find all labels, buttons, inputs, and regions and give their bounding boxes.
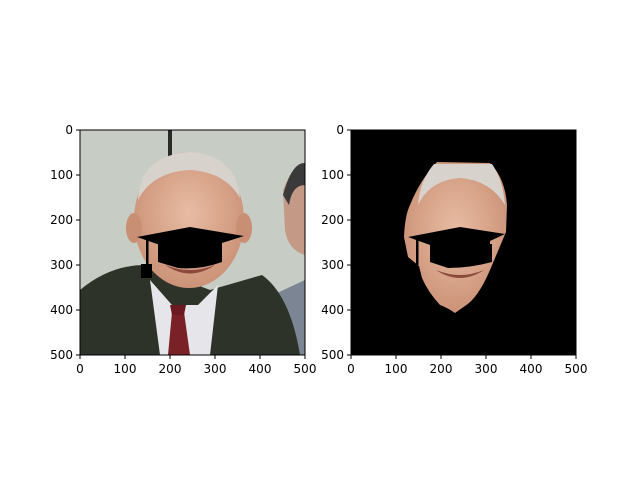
segmented-tassel bbox=[416, 237, 419, 265]
right-x-tick-label: 300 bbox=[475, 362, 498, 376]
left-y-tick-label: 400 bbox=[50, 303, 73, 317]
right-y-tick-label: 300 bbox=[321, 258, 344, 272]
left-x-tick-label: 0 bbox=[76, 362, 84, 376]
right-x-tick-label: 500 bbox=[565, 362, 588, 376]
left-x-tick-label: 300 bbox=[204, 362, 227, 376]
left-ear bbox=[126, 213, 142, 243]
right-y-tick-label: 400 bbox=[321, 303, 344, 317]
left-y-tick-label: 0 bbox=[65, 123, 73, 137]
tie bbox=[168, 312, 190, 355]
segmented-mouth bbox=[436, 270, 484, 278]
tassel-end bbox=[141, 264, 152, 278]
hair bbox=[138, 152, 240, 200]
right-x-tick-label: 100 bbox=[385, 362, 408, 376]
backdrop-pole bbox=[168, 130, 172, 160]
right-x-tick-label: 200 bbox=[430, 362, 453, 376]
left-x-tick-label: 200 bbox=[159, 362, 182, 376]
left-y-tick-label: 200 bbox=[50, 213, 73, 227]
mortarboard-tassel bbox=[146, 237, 149, 265]
right-ear bbox=[236, 213, 252, 243]
mouth bbox=[165, 265, 215, 274]
right-x-tick-label: 0 bbox=[347, 362, 355, 376]
left-y-tick-label: 300 bbox=[50, 258, 73, 272]
right-y-tick-label: 200 bbox=[321, 213, 344, 227]
segmented-mortarboard-crown bbox=[430, 244, 492, 268]
neighbor-hair bbox=[283, 162, 305, 205]
right-image-panel bbox=[351, 130, 576, 355]
right-y-tick-label: 500 bbox=[321, 348, 344, 362]
left-x-tick-label: 500 bbox=[294, 362, 317, 376]
mortarboard-crown bbox=[158, 244, 222, 269]
left-axes-frame bbox=[79, 129, 306, 356]
left-image-panel bbox=[80, 130, 305, 355]
left-x-tick-label: 400 bbox=[249, 362, 272, 376]
right-y-tick-label: 100 bbox=[321, 168, 344, 182]
right-y-tick-label: 0 bbox=[336, 123, 344, 137]
left-y-tick-label: 500 bbox=[50, 348, 73, 362]
segmented-hair bbox=[418, 164, 505, 205]
tie-knot bbox=[170, 305, 186, 315]
left-x-tick-label: 100 bbox=[114, 362, 137, 376]
right-x-tick-label: 400 bbox=[520, 362, 543, 376]
left-y-tick-label: 100 bbox=[50, 168, 73, 182]
right-axes-frame bbox=[350, 129, 577, 356]
